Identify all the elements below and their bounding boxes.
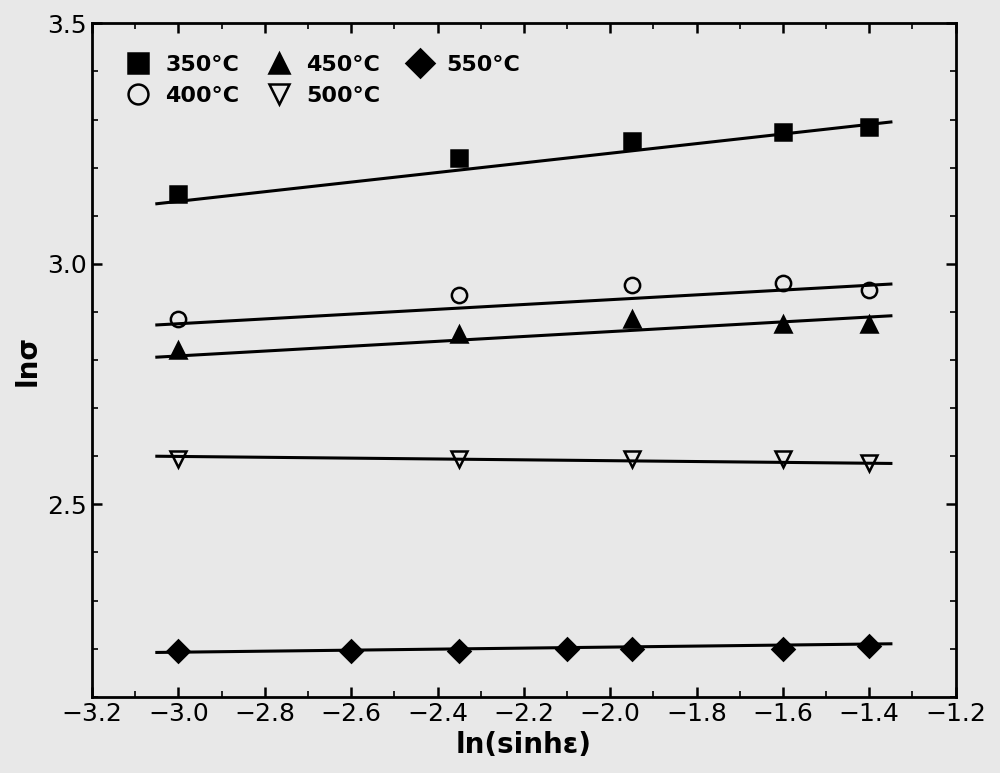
Legend: 350°C, 400°C, 450°C, 500°C, 550°C, : 350°C, 400°C, 450°C, 500°C, 550°C, [112, 41, 534, 119]
X-axis label: ln(sinhε): ln(sinhε) [456, 731, 592, 759]
Y-axis label: lnσ: lnσ [14, 335, 42, 386]
